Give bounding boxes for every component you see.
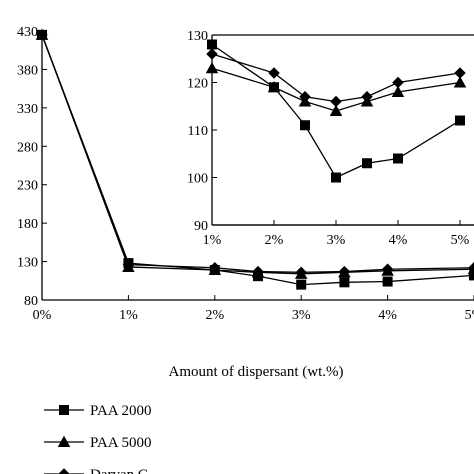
- inset-point-paa-5000: [453, 76, 467, 88]
- main-point-darvan-c: [122, 258, 135, 271]
- inset-point-darvan-c: [454, 67, 466, 79]
- main-y-tick-label: 280: [17, 140, 38, 155]
- inset-x-tick-label: 4%: [389, 233, 408, 248]
- inset-plot: 90 100 110 120 130 1% 2% 3% 4% 5%: [187, 28, 474, 248]
- inset-point-paa-5000: [391, 85, 405, 97]
- inset-point-darvan-c: [392, 76, 404, 89]
- main-series-line-paa-5000: [41, 34, 474, 275]
- inset-point-paa-2000: [455, 115, 465, 126]
- inset-y-tick-label: 120: [187, 77, 208, 92]
- x-axis-label: Amount of dispersant (wt.%): [169, 364, 344, 380]
- inset-x-tick-label: 2%: [265, 233, 284, 248]
- inset-point-paa-2000: [393, 153, 403, 164]
- main-plot: 80 130 180 230 280 330 380 430 0% 1% 2% 3% 4% 5%: [17, 25, 474, 323]
- main-y-tick-label: 130: [17, 256, 38, 271]
- main-x-tick-label: 2%: [205, 308, 224, 323]
- legend: PAA 2000 PAA 5000 Darvan C: [44, 403, 152, 474]
- main-point-paa-2000: [382, 276, 393, 287]
- legend-label-darvan-c: Darvan C: [90, 467, 148, 474]
- inset-background: [212, 28, 474, 228]
- main-y-tick-label: 180: [17, 217, 38, 232]
- main-series-line-darvan-c: [41, 34, 474, 273]
- legend-marker-darvan-c: [58, 468, 70, 474]
- legend-marker-paa-2000: [59, 405, 69, 415]
- inset-x-tick-label: 1%: [203, 233, 222, 248]
- inset-point-paa-2000: [207, 39, 217, 50]
- inset-y-tick-label: 110: [188, 124, 208, 139]
- main-point-darvan-c: [338, 265, 351, 278]
- legend-label-paa-5000: PAA 5000: [90, 435, 152, 451]
- inset-point-paa-5000: [205, 62, 219, 74]
- main-y-tick-label: 230: [17, 179, 38, 194]
- main-x-tick-label: 4%: [378, 308, 397, 323]
- inset-point-darvan-c: [330, 95, 342, 108]
- main-point-darvan-c: [295, 266, 307, 279]
- inset-point-paa-2000: [300, 120, 310, 131]
- main-point-darvan-c: [468, 261, 474, 274]
- inset-y-tick-label: 90: [194, 219, 208, 234]
- inset-point-darvan-c: [299, 91, 311, 103]
- main-x-tick-label: 0%: [33, 308, 52, 323]
- inset-point-darvan-c: [206, 48, 218, 60]
- inset-point-paa-5000: [329, 104, 343, 116]
- inset-y-tick-label: 130: [187, 29, 208, 44]
- main-point-darvan-c: [381, 263, 394, 276]
- main-y-tick-label: 80: [24, 294, 38, 309]
- inset-point-darvan-c: [361, 91, 373, 103]
- main-y-tick-label: 430: [17, 25, 38, 40]
- main-x-tick-label: 3%: [292, 308, 311, 323]
- inset-point-paa-2000: [362, 158, 372, 169]
- main-point-darvan-c: [209, 261, 221, 274]
- main-y-tick-label: 380: [17, 63, 38, 78]
- main-x-tick-label: 1%: [119, 308, 138, 323]
- inset-y-tick-label: 100: [187, 172, 208, 187]
- main-x-tick-label: 5%: [465, 308, 474, 323]
- inset-x-tick-label: 5%: [451, 233, 470, 248]
- inset-point-darvan-c: [268, 67, 280, 79]
- inset-point-paa-5000: [267, 81, 281, 93]
- main-point-paa-2000: [296, 279, 307, 290]
- inset-x-tick-label: 3%: [327, 233, 346, 248]
- main-point-darvan-c: [252, 265, 264, 278]
- main-y-tick-label: 330: [17, 102, 38, 117]
- main-point-paa-2000: [339, 277, 350, 288]
- legend-marker-paa-5000: [57, 435, 71, 447]
- main-point-darvan-c: [36, 29, 48, 41]
- legend-label-paa-2000: PAA 2000: [90, 403, 152, 419]
- inset-point-paa-2000: [331, 172, 341, 183]
- main-point-paa-2000: [469, 270, 474, 281]
- main-series-line-paa-2000: [41, 34, 474, 286]
